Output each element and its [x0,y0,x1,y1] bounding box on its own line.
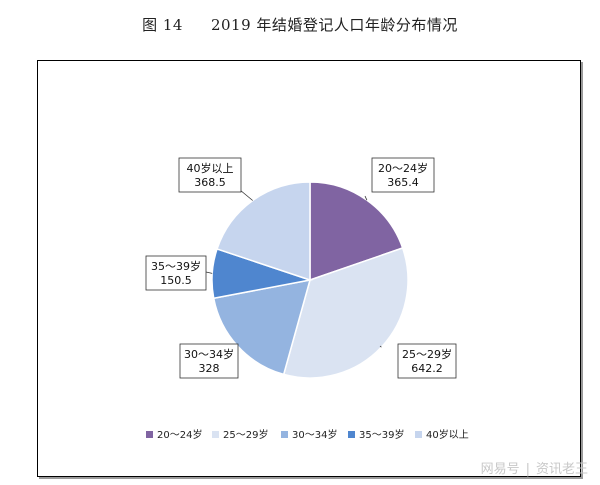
watermark-author: 资讯老王 [535,462,588,477]
legend-label-5: 40岁以上 [426,428,469,441]
data-label-value-3: 328 [199,362,220,375]
data-label-value-2: 642.2 [411,362,443,375]
figure-title-text: 2019 年结婚登记人口年龄分布情况 [210,16,458,34]
leader-line-5 [239,189,253,201]
data-label-category-4: 35～39岁 [151,259,201,273]
data-label-box-4 [145,255,207,291]
legend-swatch-3 [281,431,288,438]
data-label-box-1 [371,157,435,193]
data-label-box-3 [179,343,239,379]
data-label-value-4: 150.5 [160,274,192,287]
data-label-box-2 [397,343,457,379]
data-label-box-5 [178,157,242,193]
data-label-category-2: 25～29岁 [402,347,452,361]
legend-swatch-1 [146,431,153,438]
legend-swatch-5 [415,431,422,438]
leader-line-2 [379,345,382,348]
legend-label-2: 25～29岁 [223,428,268,441]
legend-label-3: 30～34岁 [292,428,337,441]
watermark: 网易号 | 资讯老王 [481,458,588,477]
legend-label-4: 35～39岁 [359,428,404,441]
legend-swatch-4 [348,431,355,438]
data-label-category-5: 40岁以上 [187,161,234,175]
figure-title: 图 14 2019 年结婚登记人口年龄分布情况 [0,14,600,35]
legend: 20～24岁 25～29岁 30～34岁 35～39岁 40岁以上 [146,428,469,441]
watermark-brand: 网易号 [480,462,520,477]
leader-line-4 [205,271,213,274]
legend-label-1: 20～24岁 [157,428,202,441]
pie-slice-5 [216,181,311,282]
figure-number: 图 14 [142,16,183,34]
leader-line-1 [364,195,368,201]
data-label-category-1: 20～24岁 [378,161,428,175]
data-label-value-5: 368.5 [194,176,226,189]
watermark-separator: | [525,462,530,477]
data-label-category-3: 30～34岁 [184,347,234,361]
data-label-value-1: 365.4 [387,176,419,189]
legend-swatch-2 [212,431,219,438]
